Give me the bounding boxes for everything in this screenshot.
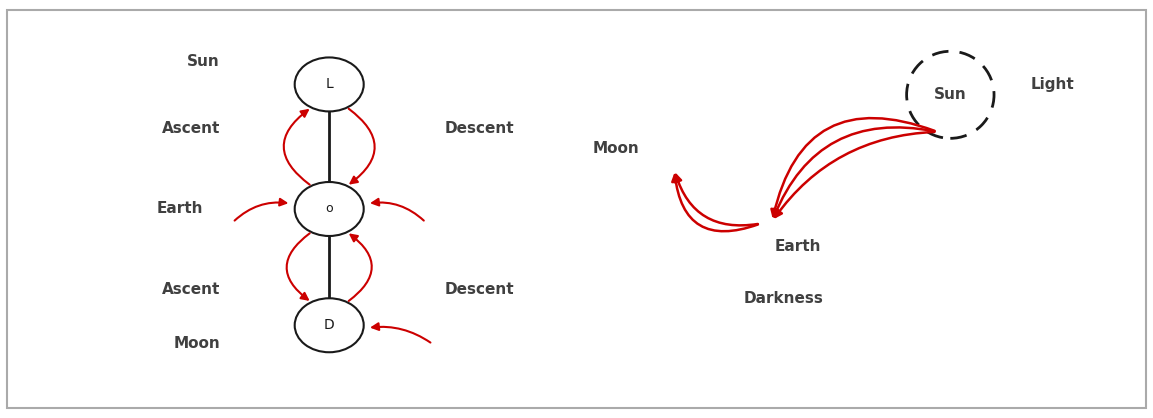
Text: Earth: Earth xyxy=(156,201,203,217)
Ellipse shape xyxy=(906,51,994,138)
Text: Moon: Moon xyxy=(173,336,220,352)
Text: L: L xyxy=(325,77,333,92)
Text: Ascent: Ascent xyxy=(161,283,220,298)
Text: Sun: Sun xyxy=(187,54,220,69)
Text: D: D xyxy=(324,318,334,332)
Text: Moon: Moon xyxy=(593,141,640,156)
FancyBboxPatch shape xyxy=(7,10,1146,408)
Text: Earth: Earth xyxy=(775,239,821,254)
Text: Ascent: Ascent xyxy=(161,120,220,135)
Ellipse shape xyxy=(295,298,363,352)
Text: Sun: Sun xyxy=(934,87,966,102)
Ellipse shape xyxy=(295,57,363,112)
Text: Darkness: Darkness xyxy=(744,291,823,306)
Text: Descent: Descent xyxy=(444,283,514,298)
Ellipse shape xyxy=(295,182,363,236)
Text: o: o xyxy=(325,202,333,216)
Text: Descent: Descent xyxy=(444,120,514,135)
Text: Light: Light xyxy=(1031,77,1075,92)
